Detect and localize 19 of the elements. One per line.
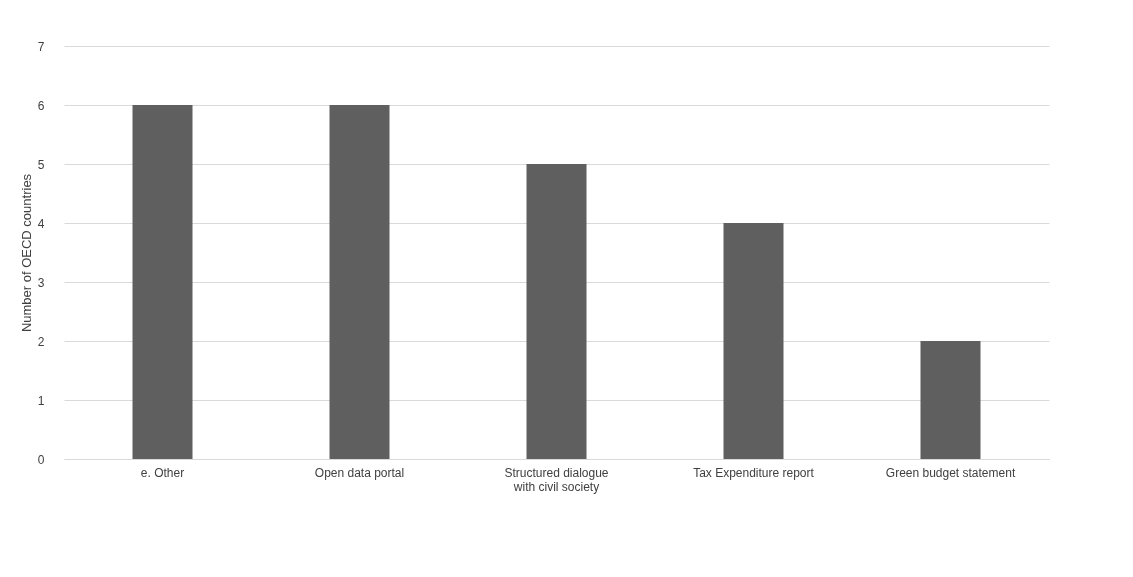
y-tick-label: 6 — [37, 98, 45, 113]
bar — [526, 164, 587, 459]
y-axis-title: Number of OECD countries — [18, 173, 34, 333]
y-tick-label: 4 — [37, 216, 45, 231]
x-tick-label: e. Other — [140, 465, 185, 480]
y-tick-label: 5 — [37, 157, 45, 172]
bar — [329, 105, 390, 459]
y-tick-label: 7 — [37, 39, 45, 54]
y-tick-label: 0 — [37, 452, 45, 467]
bar — [132, 105, 193, 459]
x-tick-label: Tax Expenditure report — [693, 465, 815, 480]
x-tick-label: Open data portal — [314, 465, 405, 480]
bar — [920, 341, 981, 459]
y-tick-label: 1 — [37, 393, 45, 408]
bar — [723, 223, 784, 459]
y-tick-label: 3 — [37, 275, 45, 290]
x-tick-label: Structured dialogue with civil society — [504, 465, 609, 494]
x-tick-label: Green budget statement — [885, 465, 1016, 480]
y-tick-label: 2 — [37, 334, 45, 349]
